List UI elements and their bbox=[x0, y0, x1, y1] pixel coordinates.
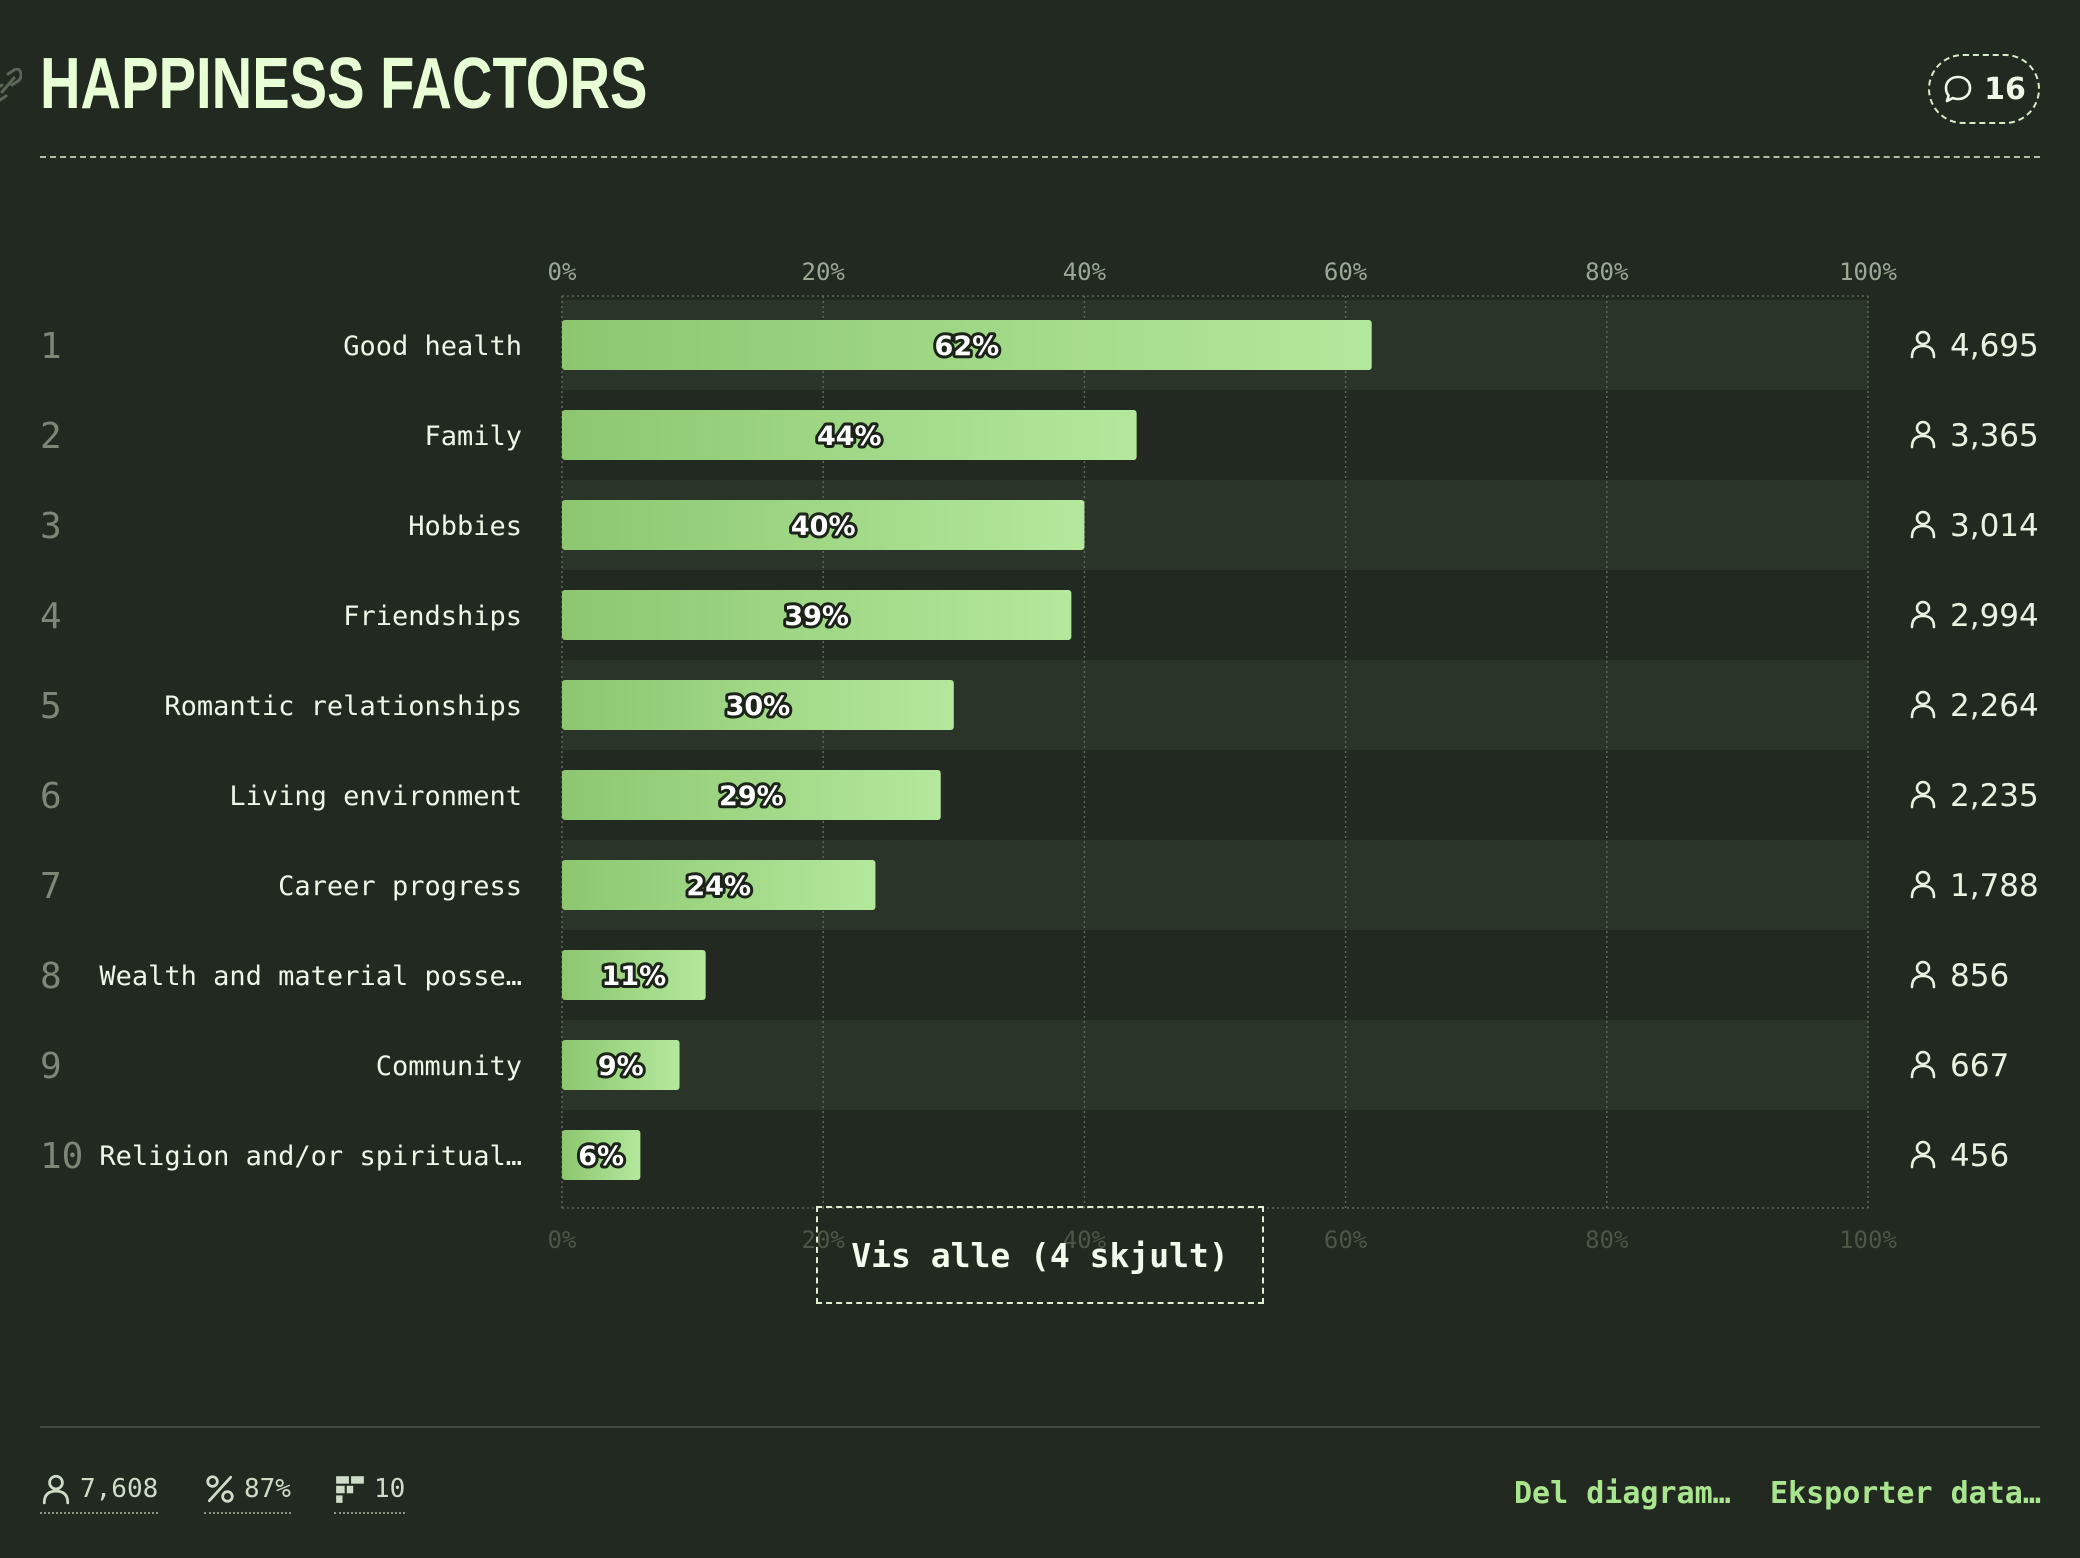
bar-value-label: 11% bbox=[602, 961, 667, 992]
person-icon bbox=[1910, 870, 1936, 899]
show-all-button[interactable]: Vis alle (4 skjult) bbox=[816, 1206, 1264, 1304]
count-label: 2,235 bbox=[1950, 778, 2039, 814]
bar bbox=[562, 590, 1072, 640]
header-divider bbox=[40, 156, 2040, 158]
count-label: 3,365 bbox=[1950, 418, 2039, 454]
bar bbox=[562, 410, 1137, 460]
bar bbox=[562, 500, 1085, 550]
bar bbox=[562, 320, 1372, 370]
category-label: Family bbox=[424, 421, 522, 452]
category-label: Community bbox=[376, 1051, 522, 1082]
x-tick-label: 80% bbox=[1585, 258, 1629, 286]
x-tick-label-bottom: 100% bbox=[1839, 1226, 1897, 1254]
respondents-stat[interactable]: 7,608 bbox=[40, 1470, 159, 1514]
count-label: 1,788 bbox=[1950, 868, 2039, 904]
x-tick-label-bottom: 80% bbox=[1585, 1226, 1629, 1254]
export-data-link[interactable]: Eksporter data… bbox=[1770, 1476, 2041, 1511]
rank-label: 4 bbox=[40, 596, 62, 637]
rank-label: 8 bbox=[40, 956, 62, 997]
bar bbox=[562, 1040, 680, 1090]
x-tick-label: 40% bbox=[1063, 258, 1107, 286]
person-icon bbox=[1910, 330, 1936, 359]
bar bbox=[562, 770, 941, 820]
category-label: Career progress bbox=[278, 871, 522, 902]
rank-label: 7 bbox=[40, 866, 62, 907]
comments-button[interactable]: 16 bbox=[1928, 54, 2040, 124]
person-icon bbox=[1910, 1140, 1936, 1169]
bar-value-label: 6% bbox=[578, 1141, 624, 1172]
bar bbox=[562, 950, 706, 1000]
person-icon bbox=[1910, 600, 1936, 629]
category-label: Romantic relationships bbox=[164, 691, 522, 722]
count-label: 2,994 bbox=[1950, 598, 2039, 634]
x-tick-label-bottom: 20% bbox=[802, 1226, 846, 1254]
footer-divider bbox=[40, 1426, 2040, 1428]
person-icon bbox=[1910, 780, 1936, 809]
comment-count: 16 bbox=[1984, 71, 2026, 107]
x-tick-label: 0% bbox=[548, 258, 577, 286]
person-icon bbox=[1910, 960, 1936, 989]
category-label: Hobbies bbox=[408, 511, 522, 542]
person-icon bbox=[1910, 1050, 1936, 1079]
count-label: 3,014 bbox=[1950, 508, 2039, 544]
person-icon bbox=[1910, 690, 1936, 719]
bar-value-label: 29% bbox=[719, 781, 784, 812]
x-tick-label-bottom: 60% bbox=[1324, 1226, 1368, 1254]
respondents-count: 7,608 bbox=[80, 1474, 159, 1504]
rank-label: 6 bbox=[40, 776, 62, 817]
bar-value-label: 9% bbox=[598, 1051, 644, 1082]
link-icon[interactable] bbox=[0, 68, 22, 102]
rank-label: 10 bbox=[40, 1136, 83, 1177]
bar-value-label: 39% bbox=[784, 601, 849, 632]
options-icon bbox=[336, 1476, 364, 1503]
x-tick-label: 100% bbox=[1839, 258, 1897, 286]
bar bbox=[562, 680, 954, 730]
response-rate-stat[interactable]: 87% bbox=[204, 1470, 291, 1514]
category-label: Good health bbox=[343, 331, 522, 362]
response-rate-value: 87% bbox=[244, 1474, 291, 1504]
count-label: 2,264 bbox=[1950, 688, 2039, 724]
bar-value-label: 40% bbox=[791, 511, 856, 542]
count-label: 856 bbox=[1950, 958, 2009, 994]
rank-label: 2 bbox=[40, 416, 62, 457]
x-tick-label: 20% bbox=[802, 258, 846, 286]
x-tick-label-bottom: 0% bbox=[548, 1226, 577, 1254]
rank-label: 3 bbox=[40, 506, 62, 547]
bar-value-label: 24% bbox=[686, 871, 751, 902]
rank-label: 9 bbox=[40, 1046, 62, 1087]
row-background bbox=[562, 1020, 1868, 1110]
rank-label: 5 bbox=[40, 686, 62, 727]
percent-icon bbox=[206, 1475, 234, 1503]
comment-icon bbox=[1944, 75, 1972, 103]
category-label: Living environment bbox=[229, 781, 522, 812]
person-icon bbox=[1910, 510, 1936, 539]
bar-value-label: 30% bbox=[726, 691, 791, 722]
count-label: 667 bbox=[1950, 1048, 2009, 1084]
x-tick-label-bottom: 40% bbox=[1063, 1226, 1107, 1254]
rank-label: 1 bbox=[40, 326, 62, 367]
options-stat[interactable]: 10 bbox=[334, 1470, 406, 1514]
bar-value-label: 44% bbox=[817, 421, 882, 452]
category-label: Friendships bbox=[343, 601, 522, 632]
chart-title: HAPPINESS FACTORS bbox=[40, 44, 648, 124]
person-icon bbox=[1910, 420, 1936, 449]
bar bbox=[562, 1130, 641, 1180]
count-label: 456 bbox=[1950, 1138, 2009, 1174]
bar bbox=[562, 860, 876, 910]
count-label: 4,695 bbox=[1950, 328, 2039, 364]
x-tick-label: 60% bbox=[1324, 258, 1368, 286]
options-count: 10 bbox=[374, 1474, 406, 1504]
category-label: Religion and/or spiritual… bbox=[99, 1141, 522, 1172]
category-label: Wealth and material posse… bbox=[99, 961, 522, 992]
bar-value-label: 62% bbox=[935, 331, 1000, 362]
person-icon bbox=[42, 1474, 70, 1505]
share-chart-link[interactable]: Del diagram… bbox=[1514, 1476, 1731, 1511]
